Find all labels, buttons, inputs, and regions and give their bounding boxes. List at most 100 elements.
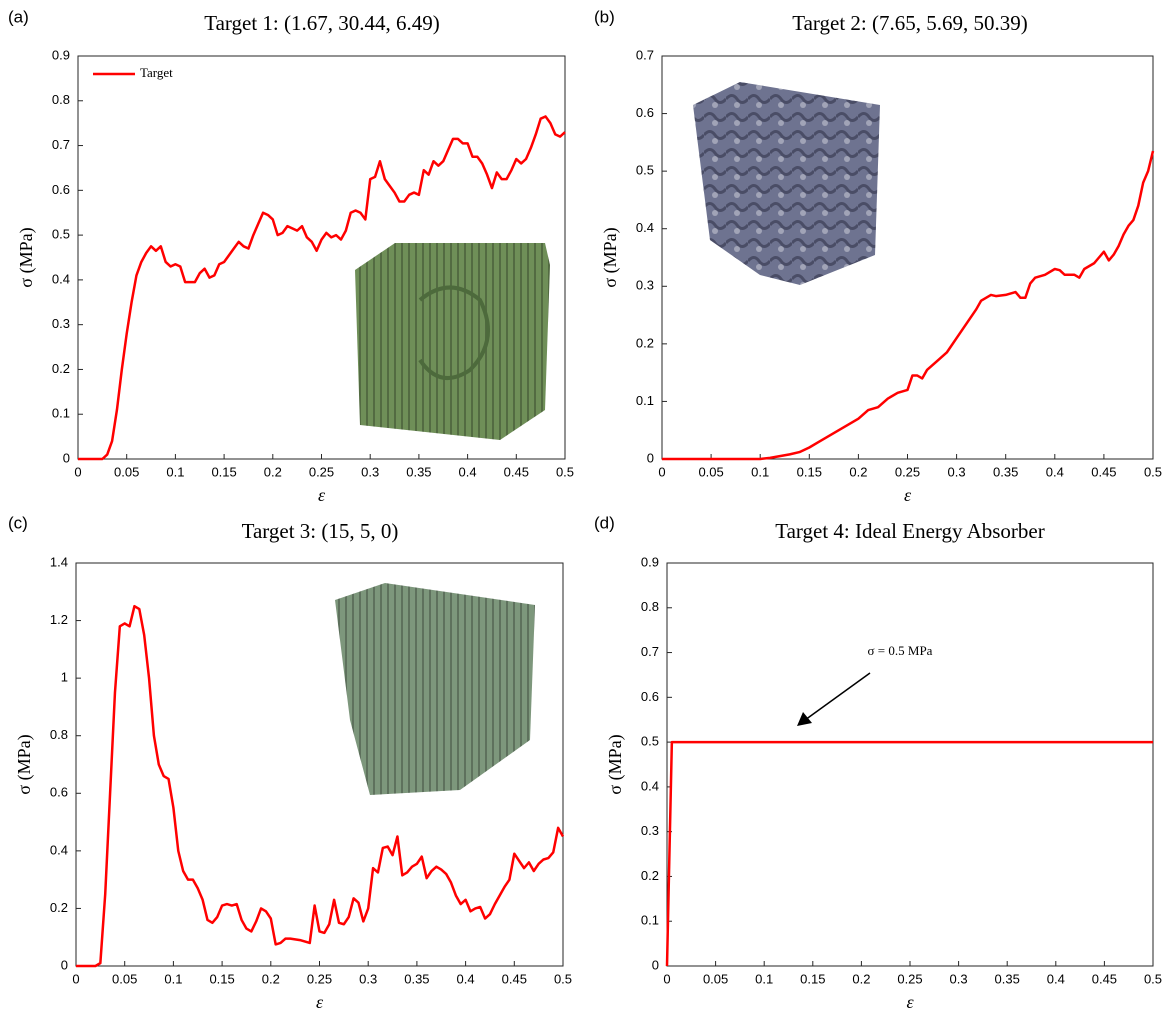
- x-tick-label: 0.1: [166, 464, 184, 479]
- x-tick-label: 0.25: [307, 971, 332, 986]
- x-tick-label: 0.4: [1047, 971, 1065, 986]
- subplot: (d) Target 4: Ideal Energy Absorber ε σ (MP…: [594, 513, 1162, 1012]
- y-tick-label: 0.9: [52, 47, 70, 62]
- inset-structure-a: [355, 243, 550, 440]
- legend-label: Target: [140, 65, 173, 80]
- x-tick-label: 0: [72, 971, 79, 986]
- y-tick-label: 0.3: [636, 278, 654, 293]
- y-tick-label: 0: [61, 957, 68, 972]
- y-tick-label: 0.4: [52, 271, 70, 286]
- x-tick-label: 0.45: [502, 971, 527, 986]
- panel-label: (a): [8, 7, 29, 26]
- chart-title: Target 4: Ideal Energy Absorber: [775, 519, 1045, 543]
- y-tick-label: 0.1: [52, 406, 70, 421]
- y-tick-label: 0: [647, 450, 654, 465]
- y-tick-label: 0.2: [636, 335, 654, 350]
- x-tick-label: 0.15: [211, 464, 236, 479]
- x-tick-label: 0.4: [1046, 464, 1064, 479]
- y-tick-label: 0: [63, 450, 70, 465]
- y-tick-label: 0.7: [52, 137, 70, 152]
- y-tick-label: 0.6: [52, 182, 70, 197]
- x-tick-label: 0: [663, 971, 670, 986]
- y-tick-label: 1.2: [50, 612, 68, 627]
- y-tick-label: 0.5: [641, 734, 659, 749]
- x-tick-label: 0: [74, 464, 81, 479]
- x-tick-label: 0.05: [698, 464, 723, 479]
- x-tick-label: 0.25: [895, 464, 920, 479]
- y-tick-label: 0.7: [641, 644, 659, 659]
- annotation: σ = 0.5 MPa: [868, 643, 933, 658]
- chart-title: Target 2: (7.65, 5.69, 50.39): [792, 11, 1028, 35]
- x-tick-label: 0.3: [950, 971, 968, 986]
- x-tick-label: 0.2: [262, 971, 280, 986]
- x-tick-label: 0.35: [995, 971, 1020, 986]
- y-tick-label: 0.6: [641, 689, 659, 704]
- x-axis-label: ε: [316, 992, 324, 1012]
- y-tick-label: 0.2: [52, 361, 70, 376]
- y-tick-label: 0.1: [641, 913, 659, 928]
- x-tick-label: 0.4: [457, 971, 475, 986]
- x-tick-label: 0.05: [112, 971, 137, 986]
- y-tick-label: 0.8: [641, 599, 659, 614]
- x-tick-label: 0.05: [703, 971, 728, 986]
- x-tick-label: 0.3: [361, 464, 379, 479]
- x-tick-label: 0.4: [459, 464, 477, 479]
- x-tick-label: 0.2: [849, 464, 867, 479]
- x-tick-label: 0.5: [1144, 971, 1162, 986]
- x-tick-label: 0.3: [948, 464, 966, 479]
- x-tick-label: 0.05: [114, 464, 139, 479]
- y-tick-label: 0.3: [641, 823, 659, 838]
- x-tick-label: 0.25: [309, 464, 334, 479]
- x-tick-label: 0.15: [209, 971, 234, 986]
- y-tick-label: 0.6: [636, 105, 654, 120]
- y-tick-label: 0.5: [636, 163, 654, 178]
- y-axis-label: σ (MPa): [16, 227, 37, 287]
- x-tick-label: 0.1: [751, 464, 769, 479]
- y-tick-label: 0.4: [636, 220, 654, 235]
- x-tick-label: 0.35: [406, 464, 431, 479]
- y-axis-label: σ (MPa): [600, 227, 621, 287]
- y-tick-label: 0.8: [52, 92, 70, 107]
- chart-title: Target 3: (15, 5, 0): [242, 519, 399, 543]
- y-tick-label: 0.4: [50, 842, 68, 857]
- panel-label: (d): [594, 513, 615, 532]
- x-tick-label: 0.1: [164, 971, 182, 986]
- y-tick-label: 0.3: [52, 316, 70, 331]
- x-tick-label: 0.35: [993, 464, 1018, 479]
- panel-label: (c): [8, 513, 28, 532]
- x-tick-label: 0.45: [1092, 971, 1117, 986]
- subplot: (b) Target 2: (7.65, 5.69, 50.39) ε σ (MPa)…: [594, 7, 1162, 505]
- y-tick-label: 0.4: [641, 778, 659, 793]
- x-tick-label: 0.1: [755, 971, 773, 986]
- x-tick-label: 0.5: [556, 464, 574, 479]
- x-tick-label: 0.45: [504, 464, 529, 479]
- y-tick-label: 0.1: [636, 393, 654, 408]
- x-axis-label: ε: [906, 992, 914, 1012]
- y-tick-label: 1: [61, 670, 68, 685]
- x-tick-label: 0.5: [1144, 464, 1162, 479]
- x-tick-label: 0.15: [797, 464, 822, 479]
- plot-area: [667, 563, 1153, 966]
- x-axis-label: ε: [318, 485, 326, 505]
- y-tick-label: 0.8: [50, 727, 68, 742]
- x-tick-label: 0.45: [1091, 464, 1116, 479]
- y-tick-label: 0: [652, 957, 659, 972]
- panel-label: (b): [594, 7, 615, 26]
- y-tick-label: 0.6: [50, 785, 68, 800]
- y-tick-label: 1.4: [50, 554, 68, 569]
- y-tick-label: 0.7: [636, 47, 654, 62]
- x-tick-label: 0: [658, 464, 665, 479]
- x-axis-label: ε: [904, 485, 912, 505]
- x-tick-label: 0.2: [264, 464, 282, 479]
- figure: (a)Target 1: (1.67, 30.44, 6.49)εσ (MPa)…: [0, 0, 1170, 1014]
- y-axis-label: σ (MPa): [605, 734, 626, 794]
- page: {"chart_data": [ {"type": "line", "panel…: [0, 0, 1170, 1014]
- x-tick-label: 0.5: [554, 971, 572, 986]
- y-axis-label: σ (MPa): [14, 734, 35, 794]
- x-tick-label: 0.15: [800, 971, 825, 986]
- x-tick-label: 0.3: [359, 971, 377, 986]
- y-tick-label: 0.5: [52, 227, 70, 242]
- x-tick-label: 0.35: [404, 971, 429, 986]
- x-tick-label: 0.25: [897, 971, 922, 986]
- y-tick-label: 0.2: [641, 868, 659, 883]
